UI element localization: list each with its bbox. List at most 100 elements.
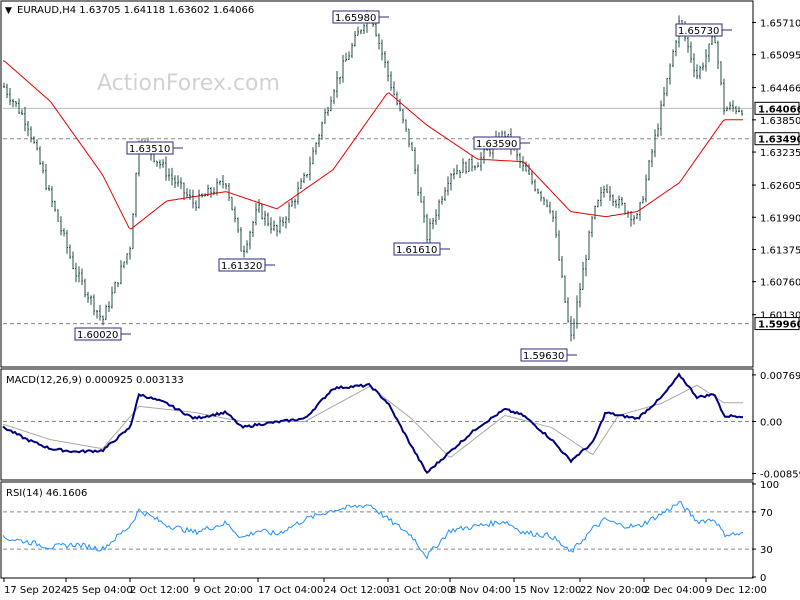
- price-bar: [363, 24, 365, 34]
- price-bar: [63, 228, 65, 237]
- price-bar: [396, 91, 398, 106]
- price-bar: [630, 211, 632, 227]
- price-bar: [657, 123, 659, 138]
- annotation-high: 1.63510: [126, 141, 183, 155]
- price-bar: [192, 189, 194, 209]
- price-bar: [18, 98, 20, 115]
- price-bar: [102, 315, 104, 326]
- annotation-low: 1.61320: [218, 258, 275, 272]
- price-bar: [171, 167, 173, 186]
- price-bar: [555, 210, 557, 238]
- rsi-axis-label: 70: [760, 508, 773, 519]
- price-bar: [612, 194, 614, 207]
- price-bar: [261, 203, 263, 220]
- macd-main-line: [2, 372, 743, 474]
- price-bar: [417, 164, 419, 196]
- price-bar: [621, 196, 623, 206]
- price-bar: [573, 318, 575, 340]
- price-bar: [558, 230, 560, 261]
- price-bar: [705, 49, 707, 72]
- last-price-tag-label: 1.64066: [758, 104, 800, 115]
- level-tag: 1.63490: [754, 132, 800, 146]
- price-bar: [519, 152, 521, 169]
- last-price-tag: 1.64066: [754, 101, 800, 115]
- price-bar: [387, 60, 389, 82]
- price-bar: [321, 121, 323, 140]
- price-bar: [549, 201, 551, 214]
- price-bar: [345, 52, 347, 62]
- price-bar: [522, 156, 524, 172]
- price-bar: [378, 33, 380, 50]
- price-bar: [231, 196, 233, 211]
- price-axis-label: 1.60760: [760, 278, 800, 289]
- price-bar: [603, 185, 605, 198]
- price-bar: [690, 41, 692, 63]
- rsi-panel-frame: [0, 481, 754, 579]
- rsi-axis-label: 0: [760, 573, 766, 584]
- price-bar: [282, 216, 284, 227]
- price-bar: [267, 212, 269, 227]
- price-bar: [126, 253, 128, 265]
- price-bar: [21, 109, 23, 116]
- price-bar: [165, 156, 167, 181]
- price-bar: [324, 108, 326, 124]
- annotation-label: 1.63590: [476, 139, 517, 150]
- price-bar: [732, 100, 734, 112]
- annotation-label: 1.61320: [221, 261, 262, 272]
- price-bar: [465, 161, 467, 174]
- price-bar: [210, 187, 212, 198]
- annotation-label: 1.65980: [335, 13, 376, 24]
- price-bar: [534, 179, 536, 192]
- level-tag-box: [754, 132, 800, 146]
- price-bar: [528, 163, 530, 175]
- price-bar: [624, 202, 626, 215]
- price-bar: [72, 251, 74, 270]
- price-axis: 1.65710 1.65095 1.64466 1.63850 1.63235 1.626…: [752, 18, 800, 331]
- price-bar: [444, 187, 446, 202]
- price-panel-frame: [0, 0, 754, 368]
- price-bar: [84, 278, 86, 298]
- time-axis-label: 17 Sep 2024: [4, 585, 67, 596]
- price-bar: [312, 147, 314, 165]
- price-bar: [162, 159, 164, 168]
- price-bar: [477, 162, 479, 168]
- price-bar: [693, 53, 695, 78]
- price-bar: [60, 216, 62, 236]
- price-bar: [93, 294, 95, 316]
- macd-axis-label: 0.00: [760, 417, 782, 428]
- price-bar: [564, 275, 566, 303]
- price-bar: [411, 141, 413, 151]
- price-bar: [273, 220, 275, 232]
- price-bar: [291, 198, 293, 207]
- price-bar: [408, 128, 410, 148]
- price-bar: [309, 156, 311, 181]
- macd-layer: [2, 372, 752, 474]
- price-bar: [438, 199, 440, 220]
- price-bar: [642, 196, 644, 204]
- price-bar: [174, 175, 176, 188]
- price-axis-label: 1.63235: [760, 148, 800, 159]
- price-bar: [42, 160, 44, 174]
- macd-axis-label: -0.008599: [760, 470, 800, 481]
- price-bar: [540, 190, 542, 202]
- price-bar: [636, 212, 638, 220]
- annotation-low: 1.59630: [520, 348, 577, 362]
- price-bar: [552, 210, 554, 223]
- price-bar: [393, 81, 395, 96]
- annotation-low: 1.60020: [74, 327, 131, 341]
- price-bar: [435, 209, 437, 225]
- price-bar: [459, 170, 461, 179]
- price-bar: [348, 51, 350, 60]
- rsi-panel-header: RSI(14) 46.1606: [6, 488, 87, 499]
- price-bar: [726, 106, 728, 112]
- annotation-high: 1.65980: [332, 10, 389, 24]
- price-bar: [627, 210, 629, 218]
- price-bar: [591, 215, 593, 238]
- annotation-label: 1.63510: [129, 144, 170, 155]
- time-axis-label: 2 Oct 12:00: [130, 585, 189, 596]
- price-bar: [15, 101, 17, 108]
- macd-panel-frame: [0, 368, 754, 481]
- price-bar: [33, 136, 35, 144]
- price-bar: [57, 209, 59, 222]
- price-bar: [249, 230, 251, 250]
